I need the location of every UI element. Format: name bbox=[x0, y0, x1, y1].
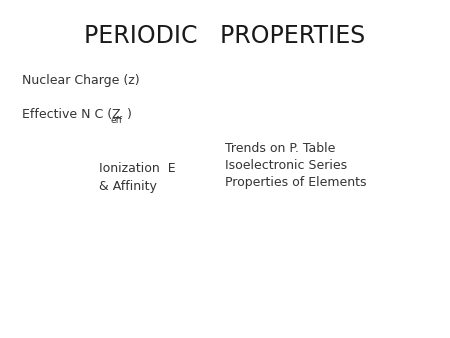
Text: Effective N C (Z: Effective N C (Z bbox=[22, 108, 121, 121]
Text: PERIODIC   PROPERTIES: PERIODIC PROPERTIES bbox=[85, 24, 365, 48]
Text: Ionization  E
& Affinity: Ionization E & Affinity bbox=[99, 162, 176, 193]
Text: Trends on P. Table
Isoelectronic Series
Properties of Elements: Trends on P. Table Isoelectronic Series … bbox=[225, 142, 366, 189]
Text: Nuclear Charge (z): Nuclear Charge (z) bbox=[22, 74, 140, 87]
Text: eff: eff bbox=[110, 116, 122, 125]
Text: ): ) bbox=[127, 108, 132, 121]
